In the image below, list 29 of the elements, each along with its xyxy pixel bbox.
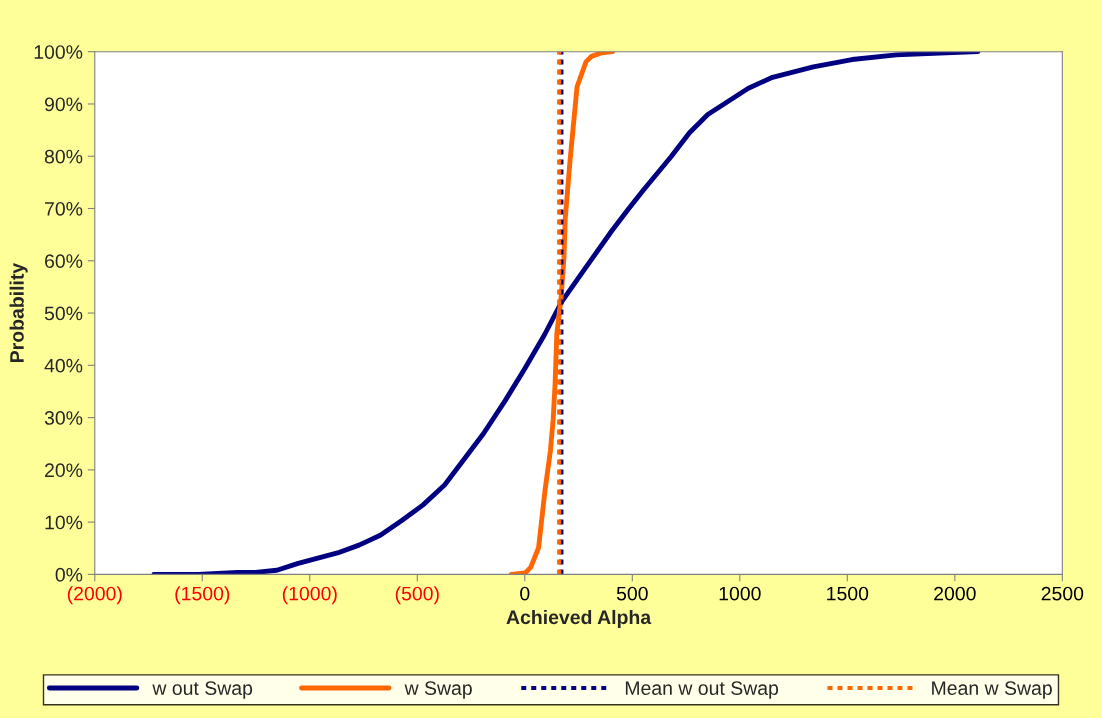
y-tick-label: 80% <box>44 149 83 164</box>
x-tick-label: 0 <box>520 586 530 601</box>
line-series <box>508 51 616 575</box>
legend-label: Mean w out Swap <box>625 681 779 699</box>
y-tick-label: 20% <box>45 463 83 478</box>
y-tick-label: 10% <box>45 515 83 530</box>
x-tick-label: (1000) <box>282 586 337 605</box>
x-tick-label: (2000) <box>67 586 122 605</box>
y-tick-label: 30% <box>44 411 83 425</box>
legend-label: w Swap <box>404 681 472 699</box>
legend-label: w out Swap <box>152 681 253 699</box>
x-tick-label: 2500 <box>1041 586 1084 601</box>
x-axis-title: Achieved Alpha <box>506 609 652 629</box>
y-tick-label: 90% <box>44 97 83 112</box>
y-axis-title: Probability <box>9 262 28 362</box>
x-tick-label: 500 <box>616 586 648 601</box>
legend-label: Mean w Swap <box>932 681 1052 699</box>
y-tick-label: 100% <box>34 45 83 59</box>
x-tick-label: 2000 <box>934 586 976 601</box>
x-tick-label: 1500 <box>827 586 869 601</box>
x-tick-label: 1000 <box>719 586 761 601</box>
y-tick-label: 0% <box>55 567 83 582</box>
x-tick-label: (1500) <box>175 586 230 605</box>
x-tick-label: (500) <box>395 586 439 605</box>
y-tick-label: 60% <box>45 254 83 269</box>
y-tick-label: 70% <box>45 201 83 216</box>
y-tick-label: 50% <box>44 306 83 321</box>
line-series <box>151 51 981 575</box>
y-tick-label: 40% <box>44 358 83 373</box>
